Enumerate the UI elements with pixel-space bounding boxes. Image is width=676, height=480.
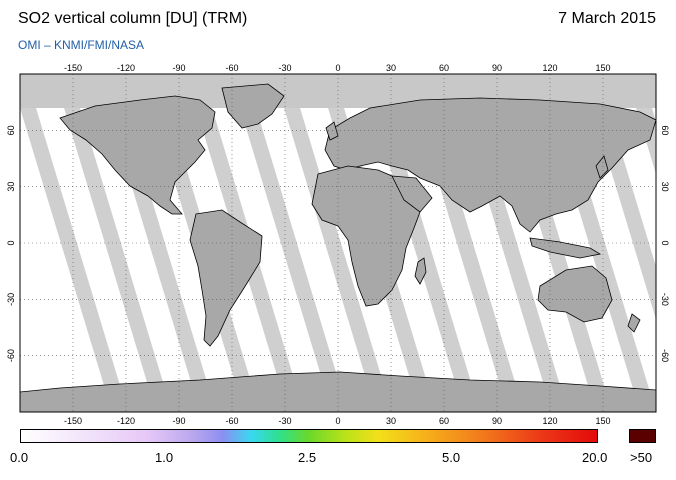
- lon-tick-bottom: 0: [335, 416, 340, 426]
- lat-tick-right: 30: [660, 182, 670, 192]
- japan: [595, 155, 609, 179]
- lon-tick-bottom: 120: [542, 416, 557, 426]
- lat-tick-right: -30: [660, 293, 670, 306]
- colorbar-label-0: 0.0: [10, 450, 29, 465]
- map-date: 7 March 2015: [558, 10, 656, 27]
- lon-tick-bottom: 150: [595, 416, 610, 426]
- colorbar-label-3: 5.0: [442, 450, 461, 465]
- lon-tick-top: -30: [278, 63, 291, 73]
- lon-tick-top: 0: [335, 63, 340, 73]
- lon-tick-bottom: 90: [492, 416, 502, 426]
- lon-tick-top: 150: [595, 63, 610, 73]
- north-america: [59, 95, 216, 215]
- lon-tick-bottom: -90: [172, 416, 185, 426]
- graticule: [20, 74, 656, 412]
- lon-tick-bottom: -120: [117, 416, 135, 426]
- lon-tick-top: 120: [542, 63, 557, 73]
- orbit-gap-stripe: [240, 108, 342, 392]
- arabia: [391, 175, 433, 213]
- lat-tick-right: 0: [660, 240, 670, 245]
- orbit-gap-stripe: [284, 108, 386, 392]
- new-zealand: [627, 313, 641, 333]
- madagascar: [414, 257, 427, 285]
- lon-tick-top: 30: [386, 63, 396, 73]
- data-credit: OMI – KNMI/FMI/NASA: [18, 38, 145, 52]
- australia: [537, 265, 613, 323]
- lat-tick-left: 30: [6, 182, 16, 192]
- lat-tick-left: 60: [6, 125, 16, 135]
- colorbar-overflow-label: >50: [630, 450, 653, 465]
- colorbar-label-1: 1.0: [155, 450, 174, 465]
- greenland: [221, 83, 285, 129]
- lat-tick-right: -60: [660, 349, 670, 362]
- latitude-ticks-left: 60 30 0 -30 -60: [6, 125, 16, 362]
- lon-tick-top: 60: [439, 63, 449, 73]
- latitude-ticks-right: 60 30 0 -30 -60: [660, 125, 670, 362]
- lat-tick-left: -30: [6, 293, 16, 306]
- lon-tick-bottom: -30: [278, 416, 291, 426]
- lon-tick-bottom: 30: [386, 416, 396, 426]
- lat-tick-right: 60: [660, 125, 670, 135]
- colorbar-label-2: 2.5: [298, 450, 317, 465]
- lat-tick-left: 0: [6, 240, 16, 245]
- lon-tick-top: -150: [64, 63, 82, 73]
- lon-tick-bottom: -60: [225, 416, 238, 426]
- orbit-gap-stripe: [64, 108, 166, 392]
- lon-tick-top: -120: [117, 63, 135, 73]
- colorbar-label-4: 20.0: [582, 450, 608, 465]
- lon-tick-bottom: -150: [64, 416, 82, 426]
- lon-tick-top: -60: [225, 63, 238, 73]
- eurasia: [324, 97, 656, 233]
- longitude-ticks-bottom: -150 -120 -90 -60 -30 0 30 60 90 120 150: [64, 416, 611, 426]
- lon-tick-top: 90: [492, 63, 502, 73]
- orbit-gap-stripes: [20, 108, 656, 392]
- lat-tick-left: -60: [6, 349, 16, 362]
- colorbar: [20, 429, 598, 443]
- map-title: SO2 vertical column [DU] (TRM): [18, 10, 248, 27]
- longitude-ticks-top: -150 -120 -90 -60 -30 0 30 60 90 120 150: [64, 63, 611, 73]
- lon-tick-top: -90: [172, 63, 185, 73]
- orbit-gap-stripe: [20, 108, 122, 392]
- lon-tick-bottom: 60: [439, 416, 449, 426]
- british-isles: [325, 121, 339, 141]
- colorbar-overflow-swatch: [629, 429, 656, 443]
- south-america: [189, 209, 263, 347]
- indonesia: [529, 237, 602, 259]
- map-frame: [19, 73, 657, 413]
